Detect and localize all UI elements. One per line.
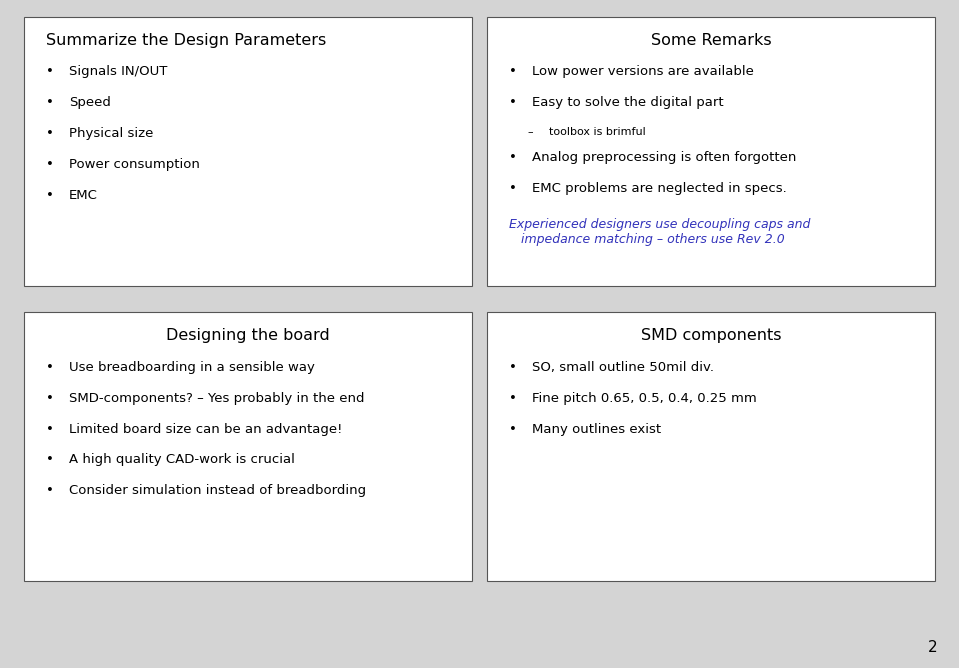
Text: –: – <box>527 127 532 137</box>
Text: A high quality CAD-work is crucial: A high quality CAD-work is crucial <box>69 454 294 466</box>
Text: •: • <box>509 361 517 373</box>
FancyBboxPatch shape <box>24 312 472 581</box>
Text: Signals IN/OUT: Signals IN/OUT <box>69 65 167 78</box>
Text: •: • <box>46 361 55 373</box>
Text: •: • <box>46 65 55 78</box>
Text: Analog preprocessing is often forgotten: Analog preprocessing is often forgotten <box>531 151 796 164</box>
Text: •: • <box>46 158 55 171</box>
Text: SO, small outline 50mil div.: SO, small outline 50mil div. <box>531 361 713 373</box>
Text: Low power versions are available: Low power versions are available <box>531 65 754 78</box>
Text: Fine pitch 0.65, 0.5, 0.4, 0.25 mm: Fine pitch 0.65, 0.5, 0.4, 0.25 mm <box>531 391 757 405</box>
Text: Easy to solve the digital part: Easy to solve the digital part <box>531 96 723 109</box>
Text: SMD components: SMD components <box>641 329 782 343</box>
Text: •: • <box>46 96 55 109</box>
Text: •: • <box>46 391 55 405</box>
Text: •: • <box>46 454 55 466</box>
Text: •: • <box>46 189 55 202</box>
Text: EMC: EMC <box>69 189 98 202</box>
FancyBboxPatch shape <box>486 17 935 286</box>
Text: Consider simulation instead of breadbording: Consider simulation instead of breadbord… <box>69 484 366 498</box>
Text: Limited board size can be an advantage!: Limited board size can be an advantage! <box>69 423 342 436</box>
Text: Summarize the Design Parameters: Summarize the Design Parameters <box>46 33 327 48</box>
Text: •: • <box>509 182 517 195</box>
Text: •: • <box>509 65 517 78</box>
Text: Some Remarks: Some Remarks <box>650 33 771 48</box>
Text: •: • <box>509 391 517 405</box>
Text: 2: 2 <box>928 640 938 655</box>
Text: •: • <box>509 151 517 164</box>
Text: EMC problems are neglected in specs.: EMC problems are neglected in specs. <box>531 182 786 195</box>
FancyBboxPatch shape <box>486 312 935 581</box>
Text: Power consumption: Power consumption <box>69 158 199 171</box>
Text: Many outlines exist: Many outlines exist <box>531 423 661 436</box>
Text: •: • <box>509 96 517 109</box>
Text: SMD-components? – Yes probably in the end: SMD-components? – Yes probably in the en… <box>69 391 364 405</box>
Text: •: • <box>46 484 55 498</box>
Text: Use breadboarding in a sensible way: Use breadboarding in a sensible way <box>69 361 315 373</box>
Text: toolbox is brimful: toolbox is brimful <box>550 127 646 137</box>
Text: •: • <box>509 423 517 436</box>
Text: •: • <box>46 127 55 140</box>
Text: Experienced designers use decoupling caps and
   impedance matching – others use: Experienced designers use decoupling cap… <box>509 218 810 246</box>
Text: Speed: Speed <box>69 96 110 109</box>
Text: •: • <box>46 423 55 436</box>
Text: Physical size: Physical size <box>69 127 153 140</box>
Text: Designing the board: Designing the board <box>166 329 330 343</box>
FancyBboxPatch shape <box>24 17 472 286</box>
